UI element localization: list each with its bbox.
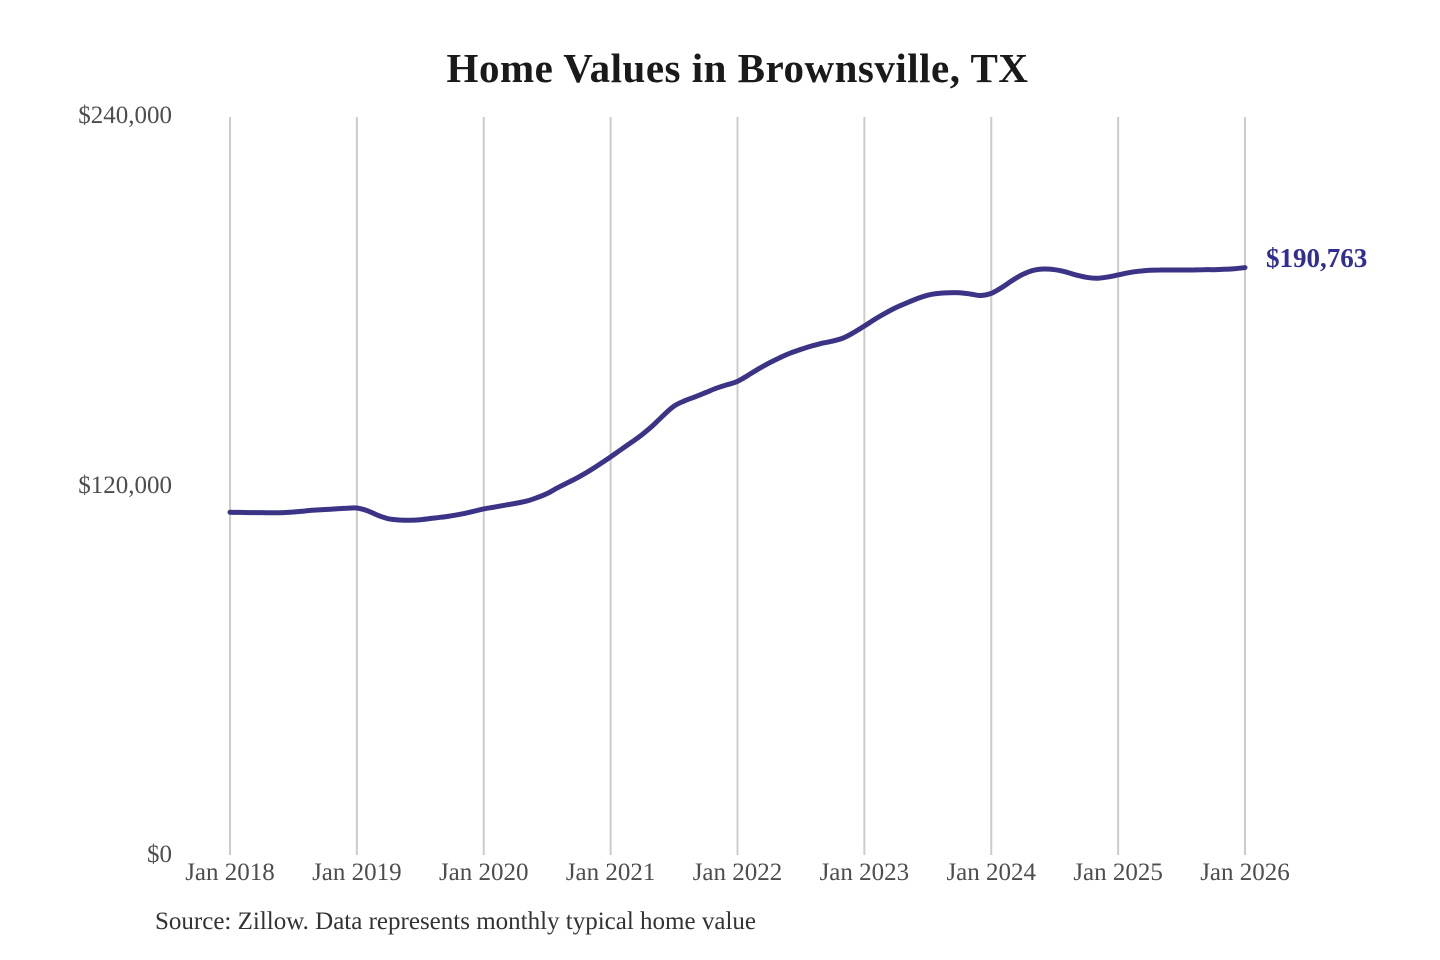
x-axis-tick-label: Jan 2020 <box>438 859 529 886</box>
home-value-line <box>227 265 1248 523</box>
x-axis-tick-label: Jan 2025 <box>1073 859 1163 886</box>
x-axis-tick-label: Jan 2021 <box>565 859 656 886</box>
gridlines <box>229 117 1246 855</box>
y-axis-tick-label: $0 <box>147 841 172 868</box>
y-axis-tick-label: $120,000 <box>78 471 172 499</box>
chart-title: Home Values in Brownsville, TX <box>446 45 1029 91</box>
x-axis-tick-label: Jan 2018 <box>185 859 275 886</box>
source-note: Source: Zillow. Data represents monthly … <box>155 908 756 935</box>
x-axis-tick-label: Jan 2024 <box>946 859 1037 886</box>
x-axis-tick-label: Jan 2026 <box>1200 859 1290 886</box>
x-axis-tick-label: Jan 2023 <box>819 859 910 886</box>
y-axis-tick-label: $240,000 <box>78 102 172 129</box>
x-axis-tick-label: Jan 2022 <box>692 859 783 886</box>
x-axis-tick-label: Jan 2019 <box>312 859 402 886</box>
end-value-label: $190,763 <box>1266 243 1368 273</box>
